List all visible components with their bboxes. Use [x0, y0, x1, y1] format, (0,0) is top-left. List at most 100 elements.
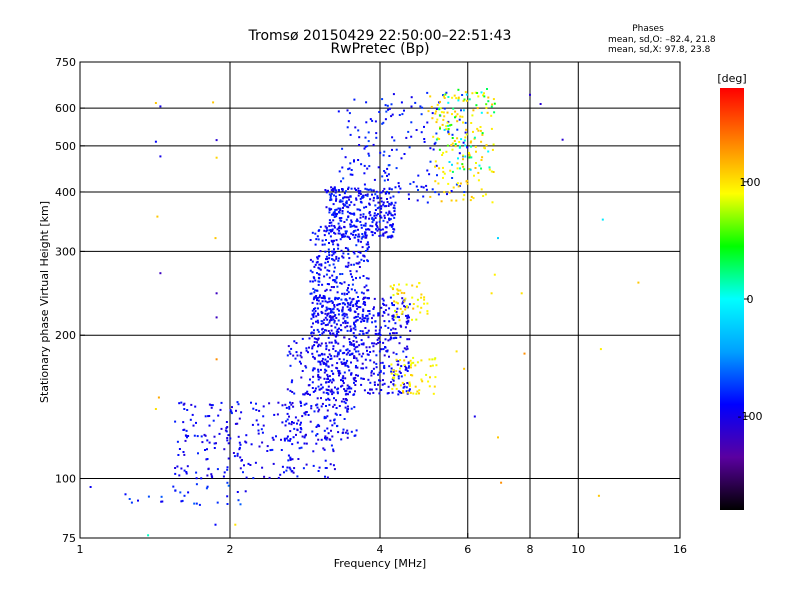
data-point — [359, 190, 362, 193]
data-point — [395, 167, 398, 170]
data-point — [418, 389, 421, 392]
data-point — [341, 210, 344, 212]
data-point — [423, 298, 426, 301]
data-point — [379, 334, 382, 336]
data-point — [342, 203, 345, 205]
data-point — [464, 155, 467, 158]
data-point — [387, 108, 390, 111]
data-point — [332, 203, 335, 206]
chart-title: Tromsø 20150429 22:50:00–22:51:43 — [248, 28, 512, 44]
data-point — [386, 213, 389, 216]
data-point — [340, 329, 343, 332]
data-point — [208, 415, 211, 417]
data-point — [388, 164, 391, 167]
data-point — [333, 305, 336, 308]
data-point — [316, 298, 319, 301]
data-point — [372, 350, 375, 353]
data-point — [350, 219, 353, 222]
data-point — [373, 306, 375, 309]
data-point — [333, 248, 335, 251]
data-point — [307, 414, 310, 416]
data-point — [312, 390, 315, 393]
data-point — [353, 310, 356, 313]
data-point — [305, 366, 308, 369]
data-point — [338, 194, 341, 196]
data-point — [425, 188, 428, 191]
data-point — [434, 112, 437, 115]
data-point — [364, 222, 367, 225]
data-point — [354, 229, 357, 232]
data-point — [363, 147, 366, 150]
data-point — [338, 227, 341, 230]
data-point — [358, 192, 361, 194]
data-point — [336, 212, 338, 215]
data-point — [352, 305, 355, 308]
data-point — [344, 326, 347, 329]
data-point — [393, 304, 395, 307]
data-point — [187, 491, 190, 494]
data-point — [330, 186, 333, 189]
data-point — [320, 263, 323, 266]
data-point — [391, 136, 394, 139]
data-point — [191, 413, 194, 416]
data-point — [317, 229, 320, 232]
data-point — [351, 353, 353, 356]
data-point — [333, 231, 335, 234]
data-point — [365, 277, 368, 280]
data-point — [339, 273, 342, 276]
data-point — [343, 418, 346, 420]
data-point — [331, 274, 334, 277]
data-point — [388, 218, 391, 221]
data-point — [341, 363, 344, 365]
data-point — [261, 441, 264, 444]
data-point — [180, 500, 183, 503]
data-point — [314, 243, 317, 246]
data-point — [340, 379, 342, 382]
data-point — [324, 324, 327, 327]
data-point — [395, 387, 398, 390]
data-point — [400, 312, 403, 315]
data-point — [316, 302, 319, 305]
data-point — [350, 169, 353, 171]
data-point — [295, 342, 298, 344]
data-point — [271, 448, 274, 451]
data-point — [480, 159, 483, 161]
data-point — [195, 471, 198, 474]
data-point — [325, 239, 327, 241]
data-point — [405, 366, 407, 369]
data-point — [390, 372, 393, 375]
data-point — [364, 250, 367, 252]
data-point — [410, 96, 413, 99]
phase-stats-o: mean, sd,O: –82.4, 21.8 — [608, 35, 716, 45]
data-point — [446, 111, 449, 114]
data-point — [334, 296, 337, 299]
data-point — [330, 286, 333, 288]
data-point — [360, 367, 363, 370]
data-point — [331, 424, 334, 427]
data-point — [416, 390, 419, 393]
data-point — [597, 494, 600, 497]
data-point — [190, 403, 193, 406]
data-point — [454, 110, 457, 113]
data-point — [401, 113, 404, 116]
data-point — [451, 148, 454, 151]
data-point — [334, 298, 337, 301]
data-point — [323, 353, 326, 356]
data-point — [237, 435, 240, 438]
data-point — [341, 302, 344, 305]
data-point — [324, 475, 326, 478]
data-point — [323, 318, 326, 321]
data-point — [379, 341, 381, 344]
data-point — [325, 230, 328, 233]
data-point — [157, 396, 160, 399]
data-point — [360, 377, 363, 380]
data-point — [371, 225, 374, 228]
data-point — [313, 291, 316, 294]
data-point — [371, 234, 374, 237]
data-point — [226, 495, 229, 498]
data-point — [342, 177, 345, 180]
data-point — [316, 272, 318, 274]
data-point — [339, 199, 342, 202]
data-point — [348, 198, 351, 201]
data-point — [457, 99, 460, 102]
